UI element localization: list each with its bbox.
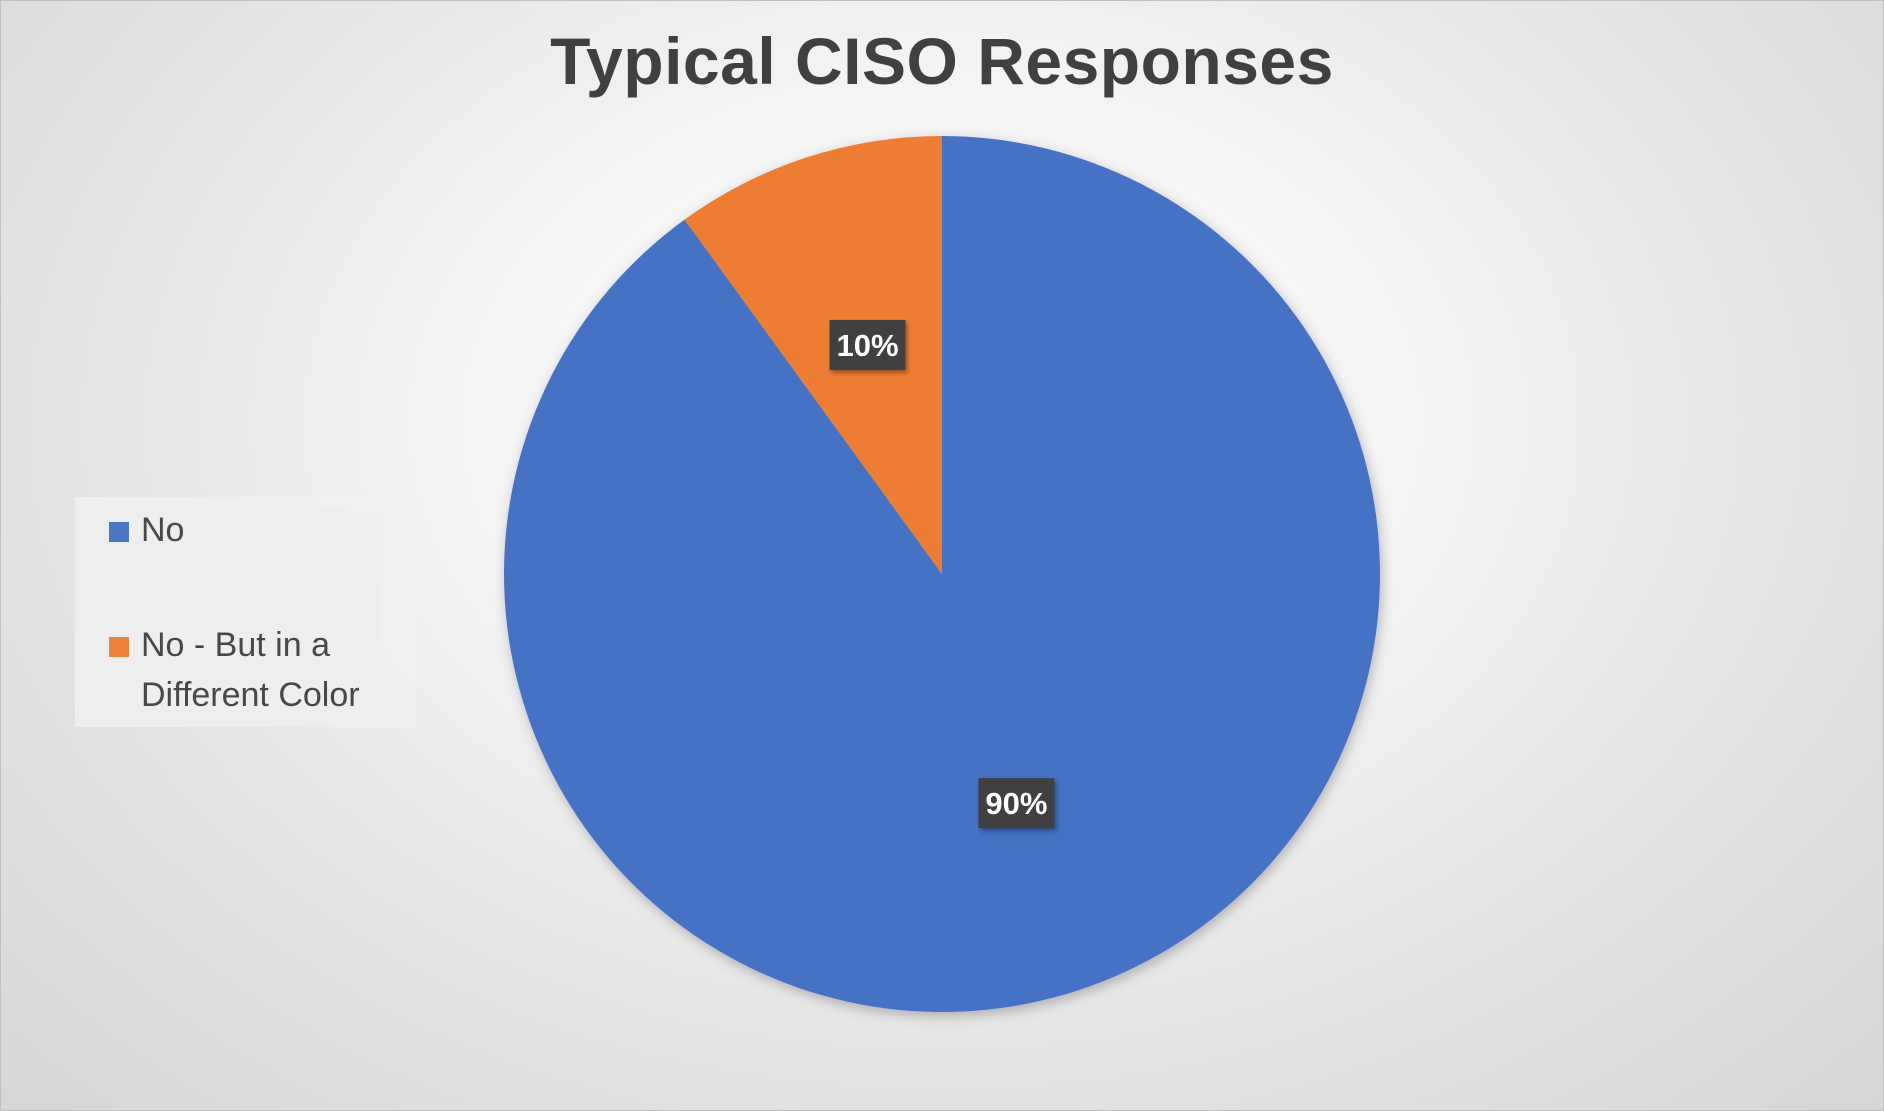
data-label-no-text: 90% xyxy=(985,786,1047,821)
legend: No No - But in a Different Color xyxy=(75,497,415,727)
legend-item-no-different-color: No - But in a Different Color xyxy=(109,620,401,720)
data-label-no: 90% xyxy=(978,778,1055,829)
chart-title: Typical CISO Responses xyxy=(550,24,1334,98)
legend-label-no: No xyxy=(141,511,185,549)
pie-slice-no-different-color xyxy=(684,136,942,574)
legend-swatch-no-different-color xyxy=(109,637,129,657)
data-label-no-different-color-text: 10% xyxy=(837,328,899,363)
pie-slices xyxy=(503,136,1380,1013)
pie-data-labels: 90% 10% xyxy=(829,319,1055,829)
legend-item-no: No xyxy=(109,505,401,555)
data-label-no-different-color-box xyxy=(829,319,906,370)
legend-swatch-no xyxy=(109,522,129,542)
legend-label-no-different-color: No - But in a Different Color xyxy=(141,626,360,714)
data-label-no-different-color: 10% xyxy=(829,319,906,370)
data-label-no-box xyxy=(978,778,1055,829)
